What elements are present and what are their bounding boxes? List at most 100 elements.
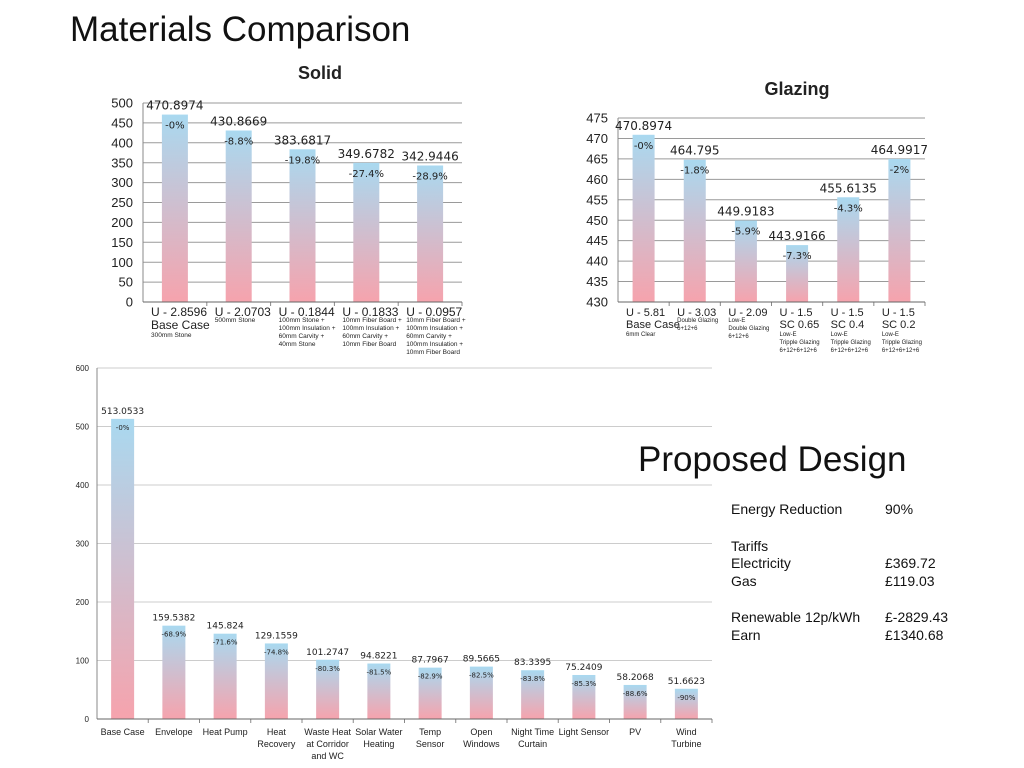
category-label: U - 0.1844 — [279, 305, 335, 319]
category-label: Curtain — [518, 739, 547, 749]
y-tick-label: 400 — [76, 481, 90, 490]
bar — [111, 418, 135, 719]
value-label: 58.2068 — [617, 673, 654, 683]
category-label: Open — [470, 727, 492, 737]
category-label: Heating — [363, 739, 394, 749]
y-tick-label: 450 — [111, 115, 133, 130]
category-label: 100mm Stone + — [279, 317, 325, 324]
percent-label: -82.9% — [418, 673, 443, 681]
category-label: U - 1.5 — [882, 307, 915, 319]
y-tick-label: 435 — [586, 274, 608, 289]
percent-label: -80.3% — [315, 665, 340, 673]
chart-title: Glazing — [764, 79, 829, 99]
category-label: U - 2.09 — [728, 307, 767, 319]
category-label: Base Case — [151, 318, 210, 332]
bar — [316, 659, 340, 719]
y-tick-label: 200 — [111, 215, 133, 230]
y-tick-label: 100 — [111, 255, 133, 270]
percent-label: -7.3% — [783, 251, 812, 262]
percent-label: -1.8% — [680, 166, 709, 177]
category-label: Heat Pump — [203, 727, 248, 737]
category-label: 6+12+6+12+6 — [831, 348, 869, 354]
category-label: Tripple Glazing — [831, 340, 871, 346]
bar — [417, 165, 444, 302]
bar — [632, 134, 655, 302]
percent-label: -81.5% — [366, 669, 391, 677]
category-label: Wind — [676, 727, 697, 737]
percent-label: -83.8% — [520, 675, 545, 683]
earn-row: Earn £1340.68 — [731, 627, 943, 643]
percent-label: -90% — [677, 694, 695, 702]
bar — [623, 684, 647, 719]
renewable-label: Renewable 12p/kWh — [731, 609, 861, 625]
y-tick-label: 465 — [586, 151, 608, 166]
value-label: 383.6817 — [274, 133, 331, 147]
y-tick-label: 0 — [126, 295, 133, 310]
category-label: Temp — [419, 727, 441, 737]
category-label: Double Glazing — [677, 318, 718, 324]
category-label: SC 0.4 — [831, 319, 865, 331]
electricity-value: £369.72 — [885, 555, 936, 571]
value-label: 51.6623 — [668, 677, 705, 687]
percent-label: -0% — [116, 424, 130, 432]
bar — [367, 663, 391, 719]
page-title: Materials Comparison — [70, 10, 411, 49]
chart-title: Solid — [298, 63, 342, 83]
percent-label: -85.3% — [571, 680, 596, 688]
category-label: Windows — [463, 739, 500, 749]
category-label: 500mm Stone — [215, 317, 256, 324]
bar — [888, 158, 911, 302]
percent-label: -27.4% — [349, 169, 384, 180]
value-label: 87.7967 — [412, 656, 449, 666]
bar — [418, 667, 442, 719]
category-label: Base Case — [101, 727, 145, 737]
earn-label: Earn — [731, 627, 761, 643]
value-label: 83.3395 — [514, 658, 551, 668]
category-label: SC 0.65 — [780, 319, 820, 331]
y-tick-label: 445 — [586, 233, 608, 248]
category-label: Solar Water — [355, 727, 402, 737]
value-label: 464.795 — [670, 144, 720, 158]
electricity-label: Electricity — [731, 555, 791, 571]
percent-label: -0% — [634, 141, 653, 152]
renewable-value: £-2829.43 — [885, 609, 949, 625]
electricity-row: Electricity £369.72 — [731, 555, 936, 571]
category-label: 100mm Insulation + — [406, 341, 463, 348]
percent-label: -28.9% — [412, 172, 447, 183]
y-tick-label: 475 — [586, 111, 608, 126]
category-label: U - 0.0957 — [406, 305, 462, 319]
category-label: Light Sensor — [559, 727, 610, 737]
category-label: at Corridor — [306, 739, 349, 749]
category-label: 6+12+6+12+6 — [780, 348, 818, 354]
category-label: U - 2.0703 — [215, 305, 271, 319]
value-label: 75.2409 — [565, 663, 602, 673]
percent-label: -5.9% — [731, 227, 760, 238]
energy-reduction-value: 90% — [885, 501, 914, 517]
category-label: 60mm Carvity + — [406, 333, 452, 340]
bar — [289, 149, 316, 302]
percent-label: -19.8% — [285, 155, 320, 166]
y-tick-label: 150 — [111, 235, 133, 250]
bar — [674, 688, 698, 719]
y-tick-label: 300 — [76, 539, 90, 548]
y-tick-label: 100 — [76, 656, 90, 665]
energy-reduction-row: Energy Reduction 90% — [731, 501, 913, 517]
category-label: PV — [629, 727, 641, 737]
category-label: 6mm Clear — [626, 332, 655, 338]
percent-label: -71.6% — [213, 639, 238, 647]
y-tick-label: 0 — [85, 715, 90, 724]
category-label: Tripple Glazing — [780, 340, 820, 346]
value-label: 94.8221 — [360, 652, 397, 662]
bar — [683, 159, 706, 302]
tariffs-label: Tariffs — [731, 538, 769, 554]
category-label: Low-E — [831, 332, 848, 338]
category-label: 100mm Insulation + — [406, 325, 463, 332]
percent-label: -88.6% — [623, 690, 648, 698]
bar — [837, 197, 860, 302]
category-label: U - 1.5 — [780, 307, 813, 319]
category-label: Low-E — [780, 332, 797, 338]
category-label: U - 3.03 — [677, 307, 716, 319]
value-label: 342.9446 — [401, 150, 458, 164]
y-tick-label: 440 — [586, 254, 608, 269]
